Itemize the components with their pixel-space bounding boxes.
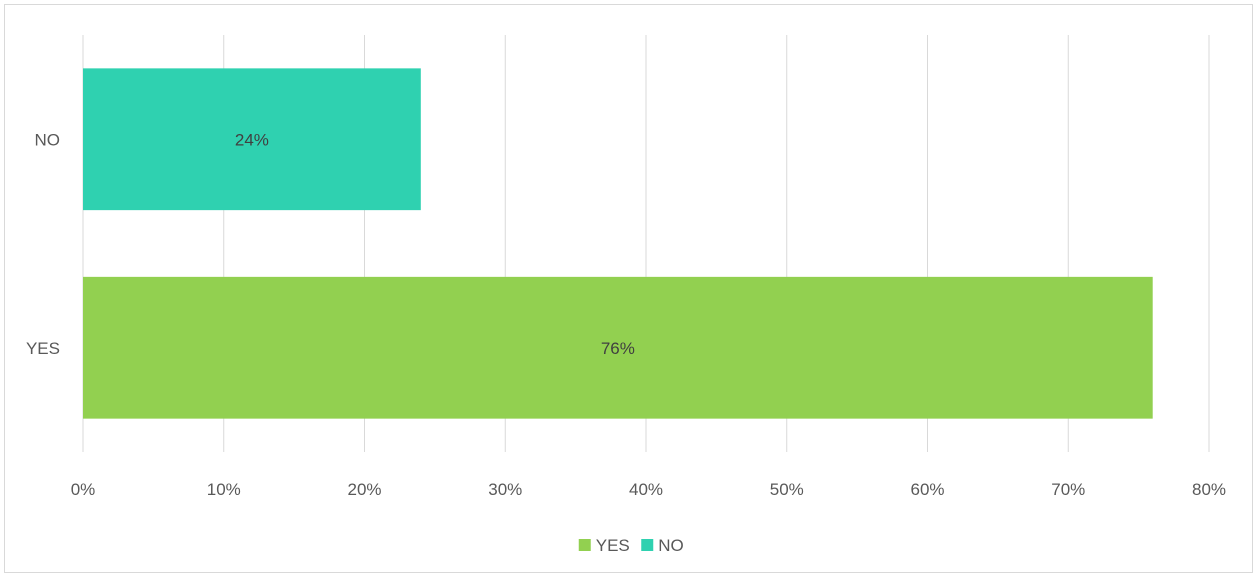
bars bbox=[83, 68, 1153, 419]
x-tick-label: 10% bbox=[207, 480, 241, 499]
x-tick-label: 20% bbox=[347, 480, 381, 499]
bar-no bbox=[83, 68, 421, 211]
legend-swatch-yes bbox=[578, 539, 591, 551]
x-tick-label: 30% bbox=[488, 480, 522, 499]
x-tick-label: 70% bbox=[1051, 480, 1085, 499]
data-label-no: 24% bbox=[235, 130, 269, 149]
x-tick-label: 50% bbox=[770, 480, 804, 499]
data-label-yes: 76% bbox=[601, 339, 635, 358]
y-tick-label-yes: YES bbox=[26, 339, 60, 358]
y-tick-label-no: NO bbox=[35, 130, 61, 149]
x-tick-label: 60% bbox=[910, 480, 944, 499]
x-tick-label: 80% bbox=[1192, 480, 1226, 499]
legend: YES NO bbox=[578, 536, 684, 555]
legend-label-yes: YES bbox=[596, 536, 630, 555]
y-axis-labels: NO YES bbox=[26, 130, 60, 358]
legend-swatch-no bbox=[641, 539, 654, 551]
bar-yes bbox=[83, 276, 1153, 419]
x-tick-label: 40% bbox=[629, 480, 663, 499]
x-axis-labels: 0% 10% 20% 30% 40% 50% 60% 70% 80% bbox=[71, 480, 1226, 499]
data-labels: 24% 76% bbox=[235, 130, 635, 358]
legend-label-no: NO bbox=[658, 536, 684, 555]
x-tick-label: 0% bbox=[71, 480, 96, 499]
